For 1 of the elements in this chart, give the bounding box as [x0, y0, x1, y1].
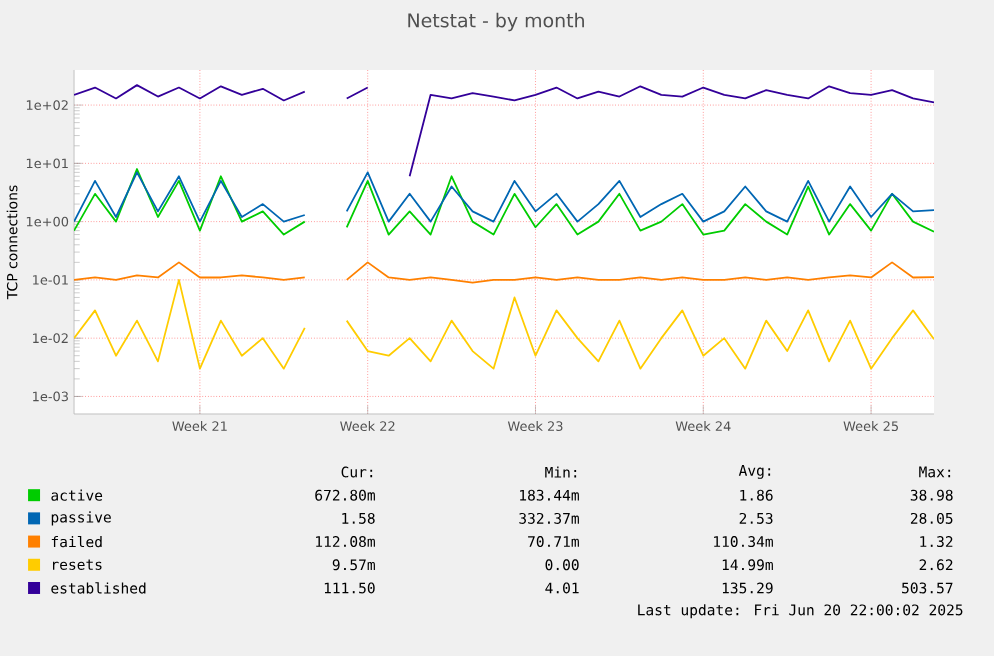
chart-title: Netstat - by month	[408, 12, 584, 32]
